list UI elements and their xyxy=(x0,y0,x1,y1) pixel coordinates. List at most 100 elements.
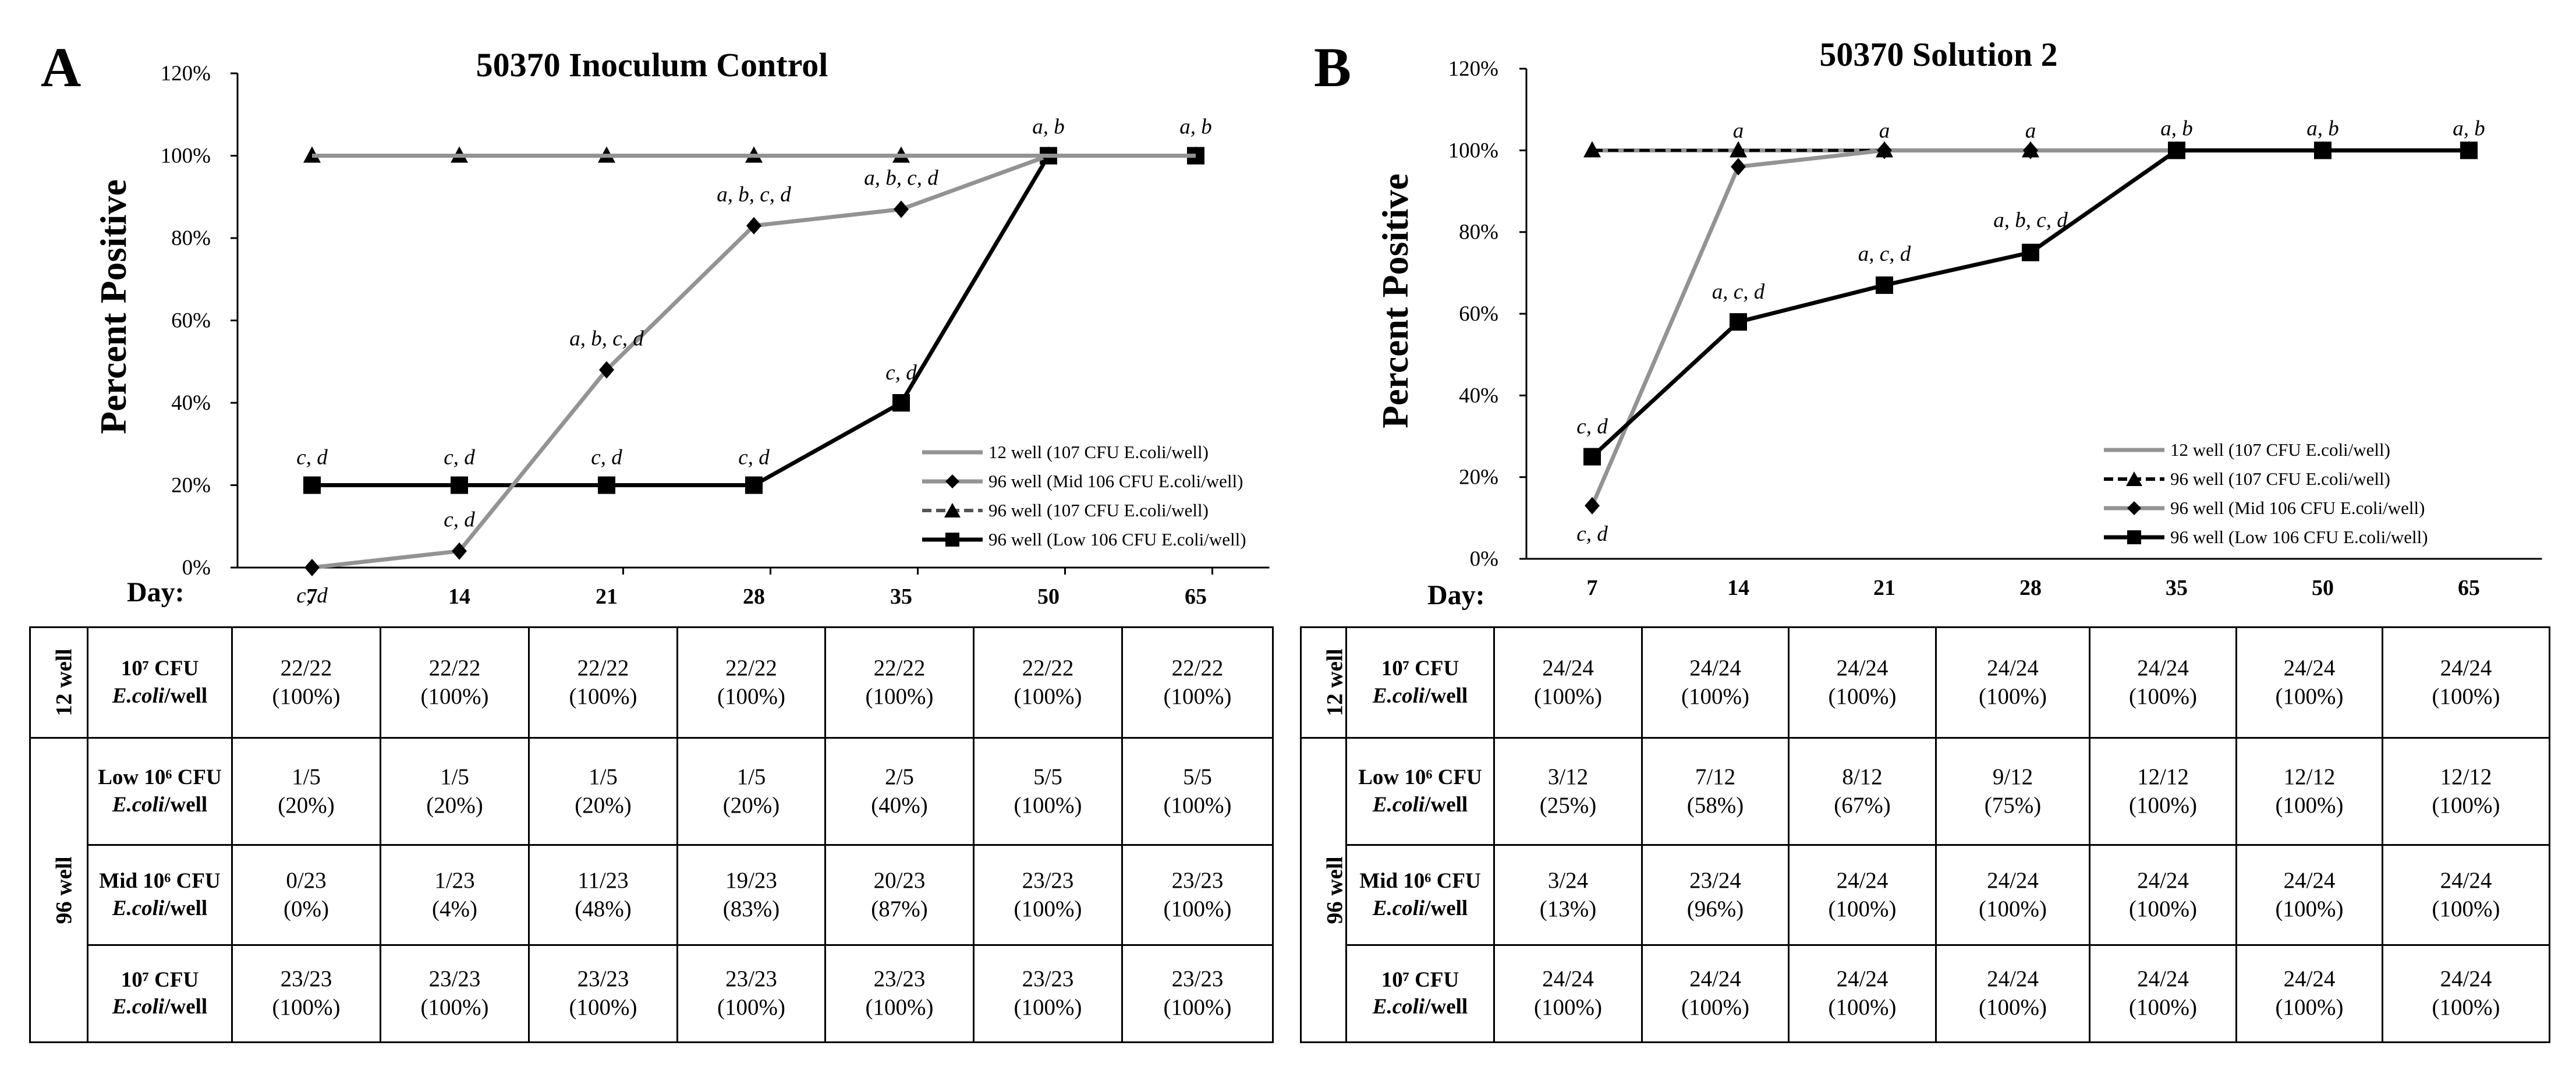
table-cell: 22/22 (100%) xyxy=(528,626,678,739)
panel-a-series-low-point xyxy=(451,476,468,494)
panel-b-series-low-point xyxy=(1730,313,1747,331)
row-label-107: 10⁷ CFU E.coli/well xyxy=(1345,626,1495,739)
panel-b-annotation: a xyxy=(1879,119,1890,143)
panel-a-series-low-point xyxy=(745,476,763,494)
legend-a-mid-swatch xyxy=(922,474,983,488)
row-label-low: Low 10⁶ CFU E.coli/well xyxy=(1345,737,1495,846)
legend-a-low: 96 well (Low 106 CFU E.coli/well) xyxy=(920,525,1246,554)
table-cell: 23/23 (100%) xyxy=(973,844,1123,946)
table-cell: 0/23 (0%) xyxy=(231,844,381,946)
table-cell: 24/24 (100%) xyxy=(1935,844,2090,946)
group-label-96-well: 96 well xyxy=(1300,737,1348,1043)
legend-b-low: 96 well (Low 106 CFU E.coli/well) xyxy=(2102,523,2428,552)
table-cell: 11/23 (48%) xyxy=(528,844,678,946)
group-label-96-well: 96 well xyxy=(29,737,88,1043)
panel-b-annotation: a, b xyxy=(2306,116,2339,140)
panel-b-annotation: c, d xyxy=(1576,522,1608,546)
panel-a-annotation: a, b, c, d xyxy=(864,166,938,190)
table-cell: 3/12 (25%) xyxy=(1493,737,1643,846)
table-cell: 1/5 (20%) xyxy=(380,737,530,846)
panel-a-series-mid-point xyxy=(304,559,320,576)
table-row: 10⁷ CFU E.coli/well 23/23 (100%) 23/23 (100… xyxy=(30,944,1274,1043)
panel-b-series-low-point xyxy=(2314,141,2331,159)
panel-b-title: 50370 Solution 2 xyxy=(1819,36,2058,73)
table-row: 12 well 10⁷ CFU E.coli/well 22/22 (100%) 2… xyxy=(29,626,1274,739)
panel-b-y-tick-label: 80% xyxy=(1459,221,1498,244)
table-cell: 1/5 (20%) xyxy=(528,737,678,846)
panel-a-annotation: c, d xyxy=(296,584,328,608)
legend-b-low-swatch xyxy=(2104,530,2164,544)
table-cell: 5/5 (100%) xyxy=(1121,737,1274,846)
table-cell: 22/22 (100%) xyxy=(231,626,381,739)
panel-b-series-low-point xyxy=(1876,276,1893,294)
panel-b-y-tick-label: 0% xyxy=(1470,547,1498,571)
panel-b-label: B xyxy=(1314,36,1352,98)
row-label-107: 10⁷ CFU E.coli/well xyxy=(87,626,233,739)
panel-b-annotation: a, c, d xyxy=(1858,242,1911,266)
group-label-12-well: 12 well xyxy=(1300,626,1348,739)
table-cell: 24/24 (100%) xyxy=(1788,944,1937,1043)
panel-a-series-low-point xyxy=(303,476,321,494)
panel-a-annotation: a, b xyxy=(1179,115,1212,139)
panel-b-annotation: c, d xyxy=(1576,415,1608,439)
table-cell: 5/5 (100%) xyxy=(973,737,1123,846)
legend-b-12-well-label: 12 well (107 CFU E.coli/well) xyxy=(2170,439,2390,460)
table-cell: 22/22 (100%) xyxy=(1121,626,1274,739)
legend-b-mid: 96 well (Mid 106 CFU E.coli/well) xyxy=(2102,494,2428,523)
table-cell: 23/23 (100%) xyxy=(676,944,826,1043)
panel-a-x-tick-label: 21 xyxy=(596,584,618,609)
table-row: 96 well Low 10⁶ CFU E.coli/well 1/5 (20%) … xyxy=(29,737,1274,1043)
table-cell: 20/23 (87%) xyxy=(824,844,975,946)
table-cell: 24/24 (100%) xyxy=(1493,626,1643,739)
table-cell: 22/22 (100%) xyxy=(973,626,1123,739)
panel-a-label: A xyxy=(41,36,82,98)
legend-b-low-label: 96 well (Low 106 CFU E.coli/well) xyxy=(2170,527,2428,547)
legend-b-107: 96 well (107 CFU E.coli/well) xyxy=(2102,465,2428,494)
legend-a-low-swatch xyxy=(922,533,983,547)
table-cell: 22/22 (100%) xyxy=(824,626,975,739)
panel-a-x-tick-label: 50 xyxy=(1037,584,1060,609)
table-row: 12 well 10⁷ CFU E.coli/well 24/24 (100%) 2… xyxy=(1300,626,2550,739)
panel-b-series-low-point xyxy=(2022,243,2039,261)
table-cell: 24/24 (100%) xyxy=(1935,626,2090,739)
table-row: 96 well Low 10⁶ CFU E.coli/well 3/12 (25%)… xyxy=(1300,737,2550,1043)
table-cell: 23/23 (100%) xyxy=(528,944,678,1043)
panel-a-y-tick-label: 100% xyxy=(161,144,211,168)
table-cell: 24/24 (100%) xyxy=(1641,944,1790,1043)
legend-b-12-well-swatch xyxy=(2104,448,2164,452)
panel-b-x-tick-label: 35 xyxy=(2166,576,2188,600)
table-cell: 24/24 (100%) xyxy=(1788,626,1937,739)
table-cell: 23/23 (100%) xyxy=(1121,844,1274,946)
table-cell: 22/22 (100%) xyxy=(380,626,530,739)
legend-b-12-well: 12 well (107 CFU E.coli/well) xyxy=(2102,435,2428,465)
panel-a-y-tick-label: 80% xyxy=(171,226,211,250)
panel-a-annotation: a, b, c, d xyxy=(717,183,791,207)
table-cell: 24/24 (100%) xyxy=(1493,944,1643,1043)
table-cell: 23/23 (100%) xyxy=(973,944,1123,1043)
table-cell: 1/5 (20%) xyxy=(231,737,381,846)
table-cell: 24/24 (100%) xyxy=(2235,844,2383,946)
legend-a-107: 96 well (107 CFU E.coli/well) xyxy=(920,496,1246,525)
panel-b-annotation: a, b xyxy=(2453,116,2485,140)
table-cell: 24/24 (100%) xyxy=(1788,844,1937,946)
table-cell: 23/23 (100%) xyxy=(824,944,975,1043)
table-cell: 24/24 (100%) xyxy=(2089,844,2237,946)
panel-a-annotation: c, d xyxy=(591,446,622,470)
panel-b-y-tick-label: 60% xyxy=(1459,302,1498,326)
group-label-12-well: 12 well xyxy=(29,626,88,739)
panel-a-y-tick-label: 60% xyxy=(171,309,211,333)
panel-a-annotation: a, b, c, d xyxy=(569,327,644,350)
panel-b-y-tick-label: 40% xyxy=(1459,384,1498,407)
panel-a-x-tick-label: 35 xyxy=(890,584,912,609)
panel-b-y-tick-label: 20% xyxy=(1459,466,1498,490)
table-cell: 23/23 (100%) xyxy=(231,944,381,1043)
panel-b-y-tick-label: 120% xyxy=(1448,57,1498,81)
panel-a-series-mid-point xyxy=(894,200,909,218)
table-cell: 3/24 (13%) xyxy=(1493,844,1643,946)
panel-a-x-tick-label: 28 xyxy=(743,584,765,609)
table-cell: 23/24 (96%) xyxy=(1641,844,1790,946)
table-cell: 24/24 (100%) xyxy=(2382,844,2550,946)
legend-a-107-swatch xyxy=(922,503,983,517)
legend-a-107-label: 96 well (107 CFU E.coli/well) xyxy=(988,500,1209,520)
panel-a-x-tick-label: 65 xyxy=(1185,584,1207,609)
